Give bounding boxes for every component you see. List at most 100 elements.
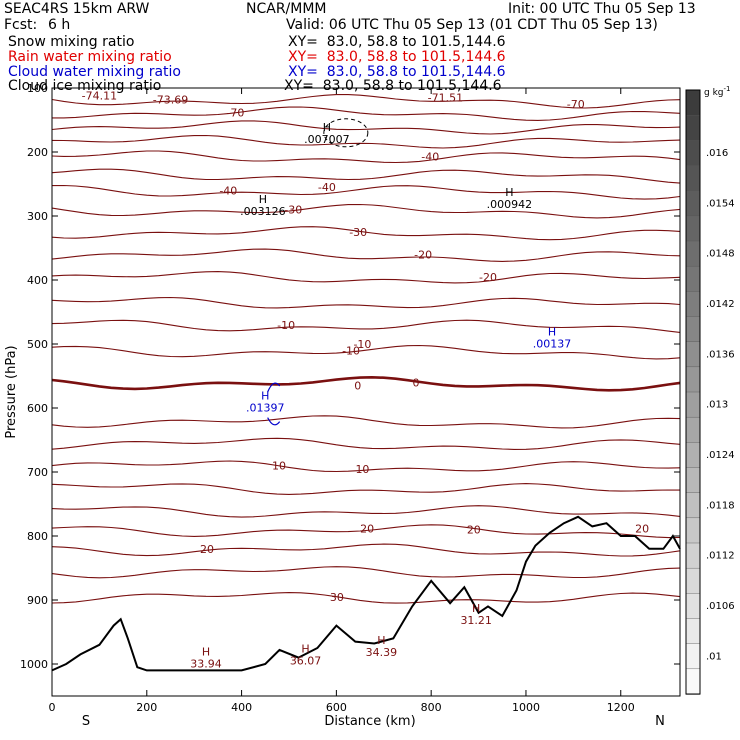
y-tick-label: 300 (27, 210, 48, 223)
isotherm-line (51, 483, 681, 495)
colorbar-swatch (685, 165, 701, 192)
x-axis-label: Distance (km) (324, 714, 415, 729)
init-time: Init: 00 UTC Thu 05 Sep 13 (508, 1, 696, 17)
isotherm-line (51, 226, 681, 241)
colorbar-swatch (685, 492, 701, 519)
colorbar-swatch (685, 668, 701, 695)
colorbar-unit: g kg-1 (704, 85, 730, 98)
y-tick-label: 700 (27, 466, 48, 479)
extremum-value: 34.39 (366, 646, 398, 659)
colorbar-swatch (685, 341, 701, 368)
isotherm-label: -30 (349, 226, 367, 239)
x-tick-label: 1000 (512, 701, 540, 714)
extremum-type: H (323, 121, 331, 134)
x-tick-label: 600 (326, 701, 347, 714)
isotherm-line (51, 505, 681, 518)
colorbar-swatch (685, 215, 701, 242)
isotherm-label: 10 (355, 463, 369, 476)
field-rain-name: Rain water mixing ratio (8, 49, 172, 65)
colorbar-label: .0142 (706, 299, 735, 310)
colorbar-swatch (685, 265, 701, 293)
extremum-type: H (472, 602, 480, 615)
field-cloudwater-name: Cloud water mixing ratio (8, 64, 181, 80)
extremum-marker: H.003126 (240, 193, 286, 218)
colorbar-label: .0136 (706, 349, 735, 360)
x-tick-label: 1200 (607, 701, 635, 714)
extremum-value: .007007 (304, 133, 350, 146)
isotherm-label: -74.11 (82, 90, 117, 103)
y-tick-label: 600 (27, 402, 48, 415)
isotherm-line (51, 415, 681, 429)
colorbar-swatch (685, 442, 701, 469)
isotherm-label: -30 (284, 204, 302, 217)
colorbar-swatch (685, 567, 701, 595)
isotherm-line (51, 592, 681, 604)
forecast-label: Fcst: (4, 17, 38, 33)
extremum-marker: H36.07 (290, 642, 322, 667)
isotherm-line (51, 437, 681, 450)
isotherm-line (51, 150, 681, 164)
colorbar-label: .0106 (706, 601, 735, 612)
colorbar-label: .013 (706, 400, 728, 411)
colorbar-label: .0112 (706, 551, 735, 562)
plot-frame (51, 87, 681, 697)
extremum-value: 31.21 (460, 614, 492, 627)
colorbar-swatch (685, 467, 701, 494)
isotherm-line (51, 248, 681, 262)
field-cloudice-name: Cloud ice mixing ratio (8, 78, 162, 94)
isotherm-line (51, 543, 681, 557)
colorbar-label: .01 (706, 651, 722, 662)
model-name: SEAC4RS 15km ARW (4, 1, 150, 17)
snow-contour (323, 118, 369, 148)
isotherm-line (51, 460, 681, 473)
x-tick-label: 0 (49, 701, 56, 714)
colorbar-swatch (685, 391, 701, 418)
isotherm-line (51, 271, 681, 284)
cloud-water-contour (267, 382, 281, 426)
extremum-type: H (202, 646, 210, 659)
isotherm-label: -10 (342, 344, 360, 357)
isotherm-line (52, 106, 681, 121)
field-cloudwater-xy: XY= 83.0, 58.8 to 101.5,144.6 (288, 64, 506, 80)
colorbar-label: .0154 (706, 198, 735, 209)
extremum-type: H (505, 186, 513, 199)
isotherm-line (51, 319, 681, 333)
y-tick-label: 100 (27, 82, 48, 95)
colorbar-swatch (685, 291, 701, 318)
colorbar-swatch (685, 316, 701, 343)
isotherm-label: 20 (200, 543, 214, 556)
extremum-value: .00137 (533, 338, 572, 351)
isotherm-label: 20 (360, 522, 374, 535)
extremum-marker: H33.94 (190, 646, 222, 671)
institution: NCAR/MMM (246, 1, 327, 17)
y-tick-label: 400 (27, 274, 48, 287)
extremum-type: H (259, 193, 267, 206)
extremum-value: .01397 (246, 402, 285, 415)
x-tick-label: 800 (421, 701, 442, 714)
extremum-value: 36.07 (290, 654, 322, 667)
colorbar-swatch (685, 240, 701, 267)
extremum-marker: H.00137 (533, 326, 572, 351)
isotherm-label: -70 (226, 106, 244, 119)
field-snow-xy: XY= 83.0, 58.8 to 101.5,144.6 (288, 34, 506, 50)
colorbar-swatch (685, 416, 701, 444)
colorbar-label: .0118 (706, 500, 735, 511)
isotherm-line (51, 168, 681, 184)
colorbar: .016 .0154 .0148 .0142 .0136 .013 .0124 .0118 .0… (685, 89, 735, 695)
extremum-marker: H.01397 (246, 390, 285, 415)
extremum-type: H (301, 642, 309, 655)
y-tick-label: 1000 (20, 658, 48, 671)
colorbar-label: .016 (706, 148, 728, 159)
isotherm-line (51, 184, 681, 200)
y-tick-label: 500 (27, 338, 48, 351)
valid-time: Valid: 06 UTC Thu 05 Sep 13 (01 CDT Thu … (286, 17, 658, 33)
isotherm-line (51, 566, 681, 579)
isotherm-line (51, 134, 681, 149)
extremum-type: H (261, 390, 269, 403)
field-rain-xy: XY= 83.0, 58.8 to 101.5,144.6 (288, 49, 506, 65)
extremum-marker: H34.39 (366, 634, 398, 659)
isotherm-label: -20 (414, 248, 432, 261)
colorbar-swatch (685, 643, 701, 670)
y-axis-label: Pressure (hPa) (4, 345, 19, 438)
